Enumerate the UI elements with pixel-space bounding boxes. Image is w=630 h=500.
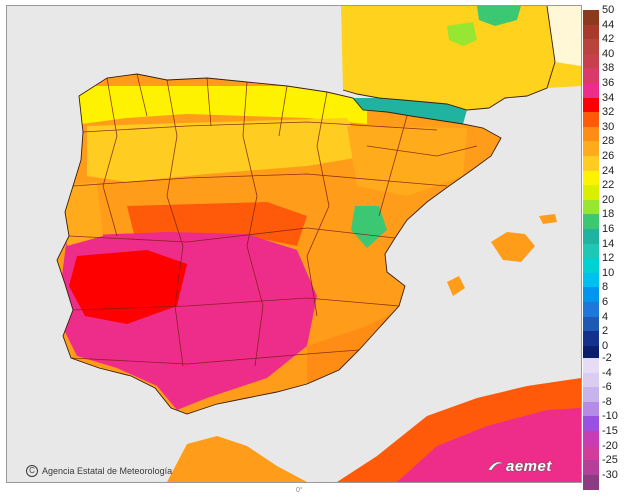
legend-swatch-positive	[583, 331, 599, 347]
legend-label: 26	[602, 150, 615, 162]
legend-swatch-positive	[583, 170, 599, 186]
legend-swatch-positive	[583, 243, 599, 259]
legend-swatch-positive	[583, 345, 599, 361]
longitude-mark: 0°	[296, 487, 303, 494]
legend-swatch-positive	[583, 272, 599, 288]
north-africa-hot-core	[397, 408, 581, 482]
legend-label: -10	[602, 410, 618, 423]
temperature-map	[6, 5, 582, 483]
legend-swatch-positive	[583, 39, 599, 55]
legend-label: 24	[602, 164, 615, 177]
france-landmass	[341, 6, 581, 110]
legend-swatch-negative	[583, 416, 599, 432]
ebro-valley-orange	[347, 126, 467, 196]
legend-label: 44	[602, 18, 615, 31]
menorca-island	[539, 214, 557, 224]
copyright-icon: C	[26, 465, 38, 477]
legend-label: 36	[602, 77, 615, 89]
massif-green-patch	[447, 22, 477, 46]
legend-swatch-positive	[583, 199, 599, 215]
pyrenees-band	[353, 98, 467, 124]
legend-label: 42	[602, 33, 615, 46]
legend-label: 50	[602, 4, 615, 16]
attribution-text: Agencia Estatal de Meteorología	[42, 466, 173, 476]
legend-swatch-positive	[583, 258, 599, 274]
france-border	[342, 6, 556, 111]
legend-label: 10	[602, 266, 615, 279]
legend-label: -8	[602, 395, 612, 408]
legend-swatch-positive	[583, 97, 599, 113]
legend-swatch-negative	[583, 372, 599, 388]
legend-label: 30	[602, 120, 615, 133]
north-africa-landmass	[167, 436, 307, 482]
legend-swatch-positive	[583, 53, 599, 69]
legend-swatch-positive	[583, 68, 599, 84]
legend-swatch-negative	[583, 474, 599, 490]
legend-label: 12	[602, 252, 615, 265]
legend-label: -4	[602, 366, 612, 379]
legend-swatch-positive	[583, 10, 599, 26]
map-canvas	[7, 6, 581, 482]
legend-swatch-negative	[583, 358, 599, 374]
legend-label: 32	[602, 106, 615, 119]
mallorca-island	[491, 232, 535, 262]
legend-label: 34	[602, 91, 615, 104]
legend-label: 18	[602, 208, 615, 221]
legend-swatch-negative	[583, 387, 599, 403]
southwest-red-core	[69, 250, 187, 324]
iberian-system-cool	[351, 206, 387, 248]
legend-label: 14	[602, 237, 615, 250]
temperature-legend: 50 44 42 40 38 36 34 32 30 28 26 24 22 20 18 16 14 12 10 8 6…	[583, 5, 630, 490]
legend-swatch-positive	[583, 112, 599, 128]
iberia-coastline	[56, 73, 502, 415]
legend-label: -30	[602, 468, 618, 481]
legend-swatch-positive	[583, 302, 599, 318]
legend-label: 0	[602, 339, 609, 352]
legend-swatch-negative	[583, 445, 599, 461]
legend-swatch-negative	[583, 460, 599, 476]
legend-label: -15	[602, 425, 618, 437]
legend-swatch-positive	[583, 229, 599, 245]
legend-swatch-positive	[583, 156, 599, 172]
legend-label: 2	[602, 325, 609, 338]
legend-label: 38	[602, 62, 615, 75]
brand-logo-text: aemet	[506, 458, 552, 475]
legend-label: 16	[602, 223, 615, 235]
legend-label: 6	[602, 296, 609, 308]
attribution: C Agencia Estatal de Meteorología	[26, 465, 172, 477]
legend-label: 8	[602, 281, 609, 294]
northern-interior-orange	[87, 118, 367, 182]
legend-label: -6	[602, 381, 612, 394]
legend-label: 28	[602, 135, 615, 148]
legend-swatch-positive	[583, 126, 599, 142]
legend-label: 4	[602, 310, 609, 323]
france-east-strip	[547, 6, 581, 66]
legend-swatch-negative	[583, 431, 599, 447]
legend-swatch-positive	[583, 214, 599, 230]
legend-swatch-positive	[583, 287, 599, 303]
legend-swatch-positive	[583, 185, 599, 201]
legend-swatch-positive	[583, 141, 599, 157]
ibiza-island	[447, 276, 465, 296]
legend-label: 20	[602, 193, 615, 206]
legend-label: -2	[602, 352, 612, 364]
legend-label: -25	[602, 454, 618, 467]
legend-swatch-positive	[583, 24, 599, 40]
alps-cool-patch	[477, 6, 521, 26]
province-borders	[68, 73, 478, 367]
legend-label: 22	[602, 179, 615, 192]
legend-swatch-positive	[583, 316, 599, 332]
aemet-logo-icon	[487, 461, 505, 471]
legend-label: 40	[602, 47, 615, 60]
legend-label: -20	[602, 439, 618, 452]
legend-swatch-positive	[583, 83, 599, 99]
legend-swatch-negative	[583, 401, 599, 417]
